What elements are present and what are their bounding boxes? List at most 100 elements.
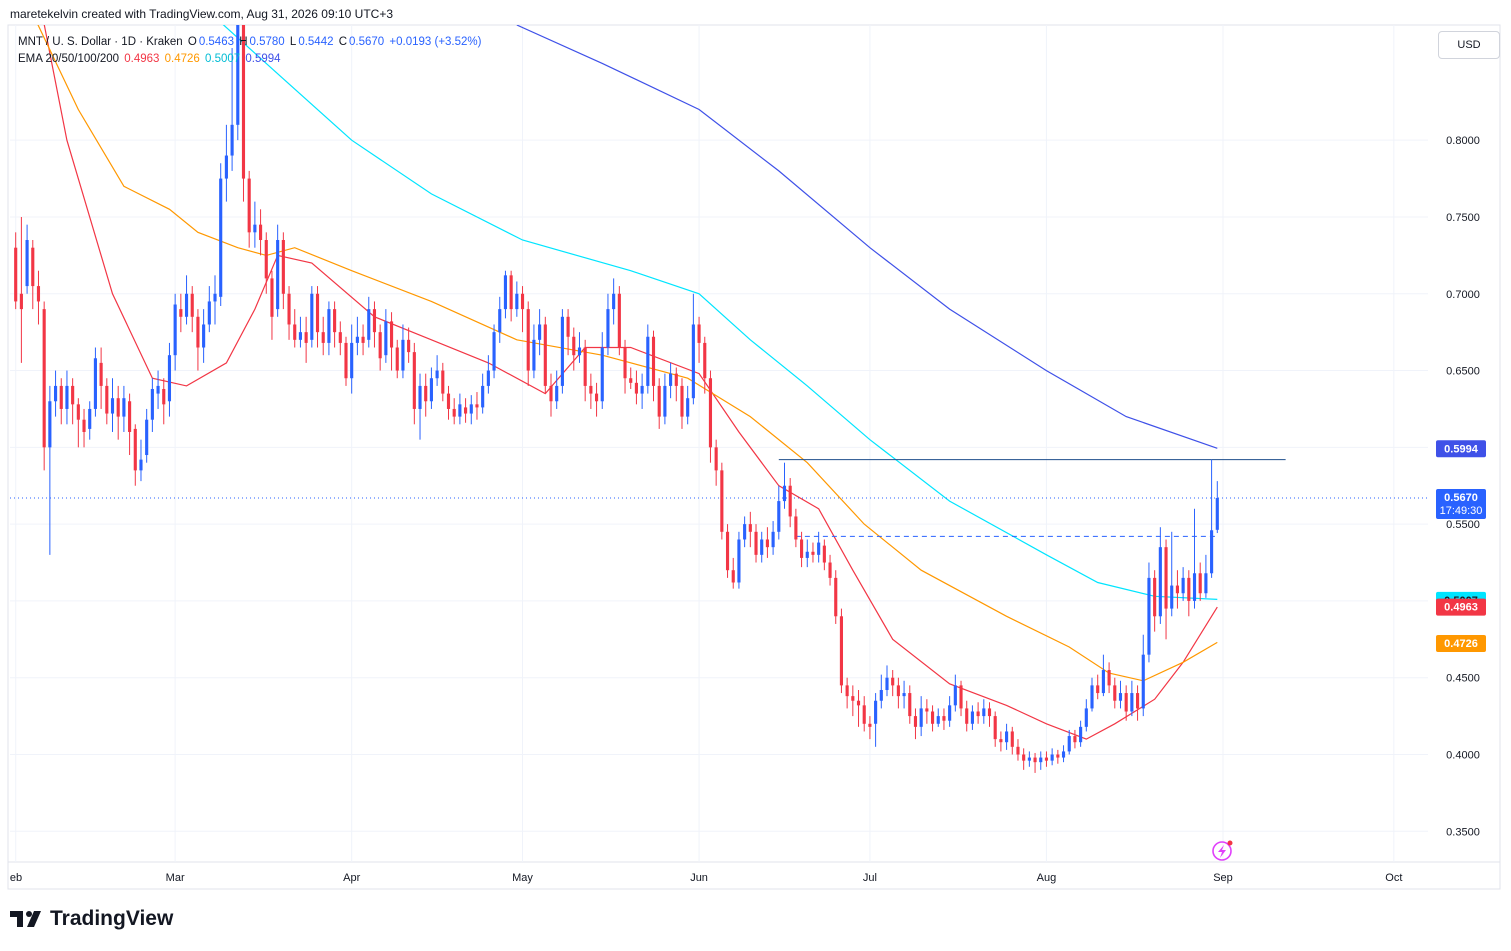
x-tick-label: Sep (1213, 872, 1233, 884)
candle-body (1136, 693, 1140, 709)
candle-body (913, 716, 918, 727)
candle-body (600, 347, 604, 402)
candle-body (270, 278, 274, 317)
candle-body (1210, 530, 1214, 574)
candle-body (304, 332, 308, 343)
tradingview-logo-icon (10, 911, 41, 927)
candle-body (646, 336, 650, 386)
candle-body (731, 570, 735, 583)
candle-body (486, 370, 490, 386)
candle-body (25, 240, 29, 287)
tradingview-brand-text: TradingView (50, 907, 174, 930)
candle-body (982, 708, 986, 717)
candle-body (122, 398, 126, 417)
candle-body (754, 531, 758, 555)
candle-body (167, 355, 172, 402)
candle-body (560, 316, 564, 386)
candle-body (1118, 693, 1123, 701)
candle-body (976, 711, 980, 717)
candle-body (629, 378, 633, 383)
symbol-label[interactable]: MNT / U. S. Dollar · 1D · Kraken (18, 36, 183, 48)
candle-body (697, 324, 701, 343)
ema-label[interactable]: EMA 20/50/100/200 (18, 53, 120, 65)
candle-body (145, 419, 149, 456)
candle-body (936, 716, 940, 724)
attribution-text: maretekelvin created with TradingView.co… (10, 7, 393, 21)
candle-body (105, 385, 109, 414)
candle-body (139, 459, 143, 471)
candle-body (14, 247, 18, 302)
x-tick-label: Apr (343, 872, 360, 884)
candle-body (76, 404, 80, 420)
candle-body (173, 304, 177, 356)
candle-body (361, 336, 365, 343)
candle-body (509, 275, 513, 310)
candle-body (281, 240, 285, 294)
candle-body (253, 224, 257, 233)
candle-body (583, 347, 587, 386)
candle-body (293, 324, 297, 340)
candle-body (401, 339, 405, 371)
candle-body (1067, 736, 1071, 752)
candle-body (902, 693, 906, 697)
candle-body (612, 293, 616, 310)
candle-body (777, 501, 781, 532)
open-label: O (187, 36, 197, 48)
candle-body (1181, 577, 1185, 594)
candle-body (71, 385, 75, 405)
candle-body (520, 293, 525, 310)
candle-body (651, 336, 656, 386)
candle-body (1016, 746, 1020, 755)
candle-body (953, 685, 957, 706)
candle-body (549, 385, 553, 402)
price-tag-countdown: 17:49:30 (1440, 505, 1483, 517)
candle-body (259, 224, 263, 241)
candle-body (110, 398, 115, 414)
candle-body (99, 362, 103, 386)
high-label: H (239, 36, 248, 48)
low-label: L (289, 36, 297, 48)
candle-body (1170, 585, 1174, 609)
ema-line-ema20 (43, 25, 1218, 740)
candle-body (708, 378, 713, 448)
candle-body (19, 293, 23, 310)
candle-body (1130, 693, 1134, 712)
candle-body (133, 428, 137, 471)
candle-body (1101, 670, 1105, 694)
candle-body (543, 324, 547, 386)
candle-body (389, 321, 394, 348)
candle-body (538, 324, 542, 340)
candle-body (219, 178, 223, 297)
y-tick-label: 0.6500 (1446, 366, 1480, 378)
candle-body (298, 332, 302, 340)
chart-legend: MNT / U. S. Dollar · 1D · Kraken O 0.5463… (18, 34, 483, 68)
candle-body (241, 25, 246, 179)
ema-line-ema50 (37, 25, 1218, 682)
candle-body (196, 316, 200, 348)
candle-body (720, 470, 724, 532)
close-label: C (338, 36, 348, 48)
x-tick-label: Jul (863, 872, 877, 884)
candle-body (657, 385, 661, 417)
y-tick-label: 0.5500 (1446, 519, 1480, 531)
candle-body (965, 708, 969, 724)
candle-body (475, 404, 479, 408)
tradingview-logo[interactable]: TradingView (10, 907, 173, 931)
candle-body (53, 385, 58, 402)
candle-body (321, 332, 325, 343)
candle-body (1096, 685, 1100, 694)
candle-body (1079, 726, 1083, 743)
candle-body (367, 309, 371, 340)
candle-body (828, 562, 832, 578)
candle-body (202, 324, 206, 348)
candle-body (669, 373, 673, 386)
candle-body (942, 716, 946, 721)
price-tag-bg (1436, 489, 1486, 520)
y-tick-label: 0.7500 (1446, 212, 1480, 224)
currency-button[interactable]: USD (1438, 31, 1500, 59)
price-tag-value: 0.4726 (1444, 638, 1478, 650)
low-value: 0.5442 (298, 36, 334, 48)
candle-body (515, 293, 519, 310)
candle-body (395, 347, 399, 371)
